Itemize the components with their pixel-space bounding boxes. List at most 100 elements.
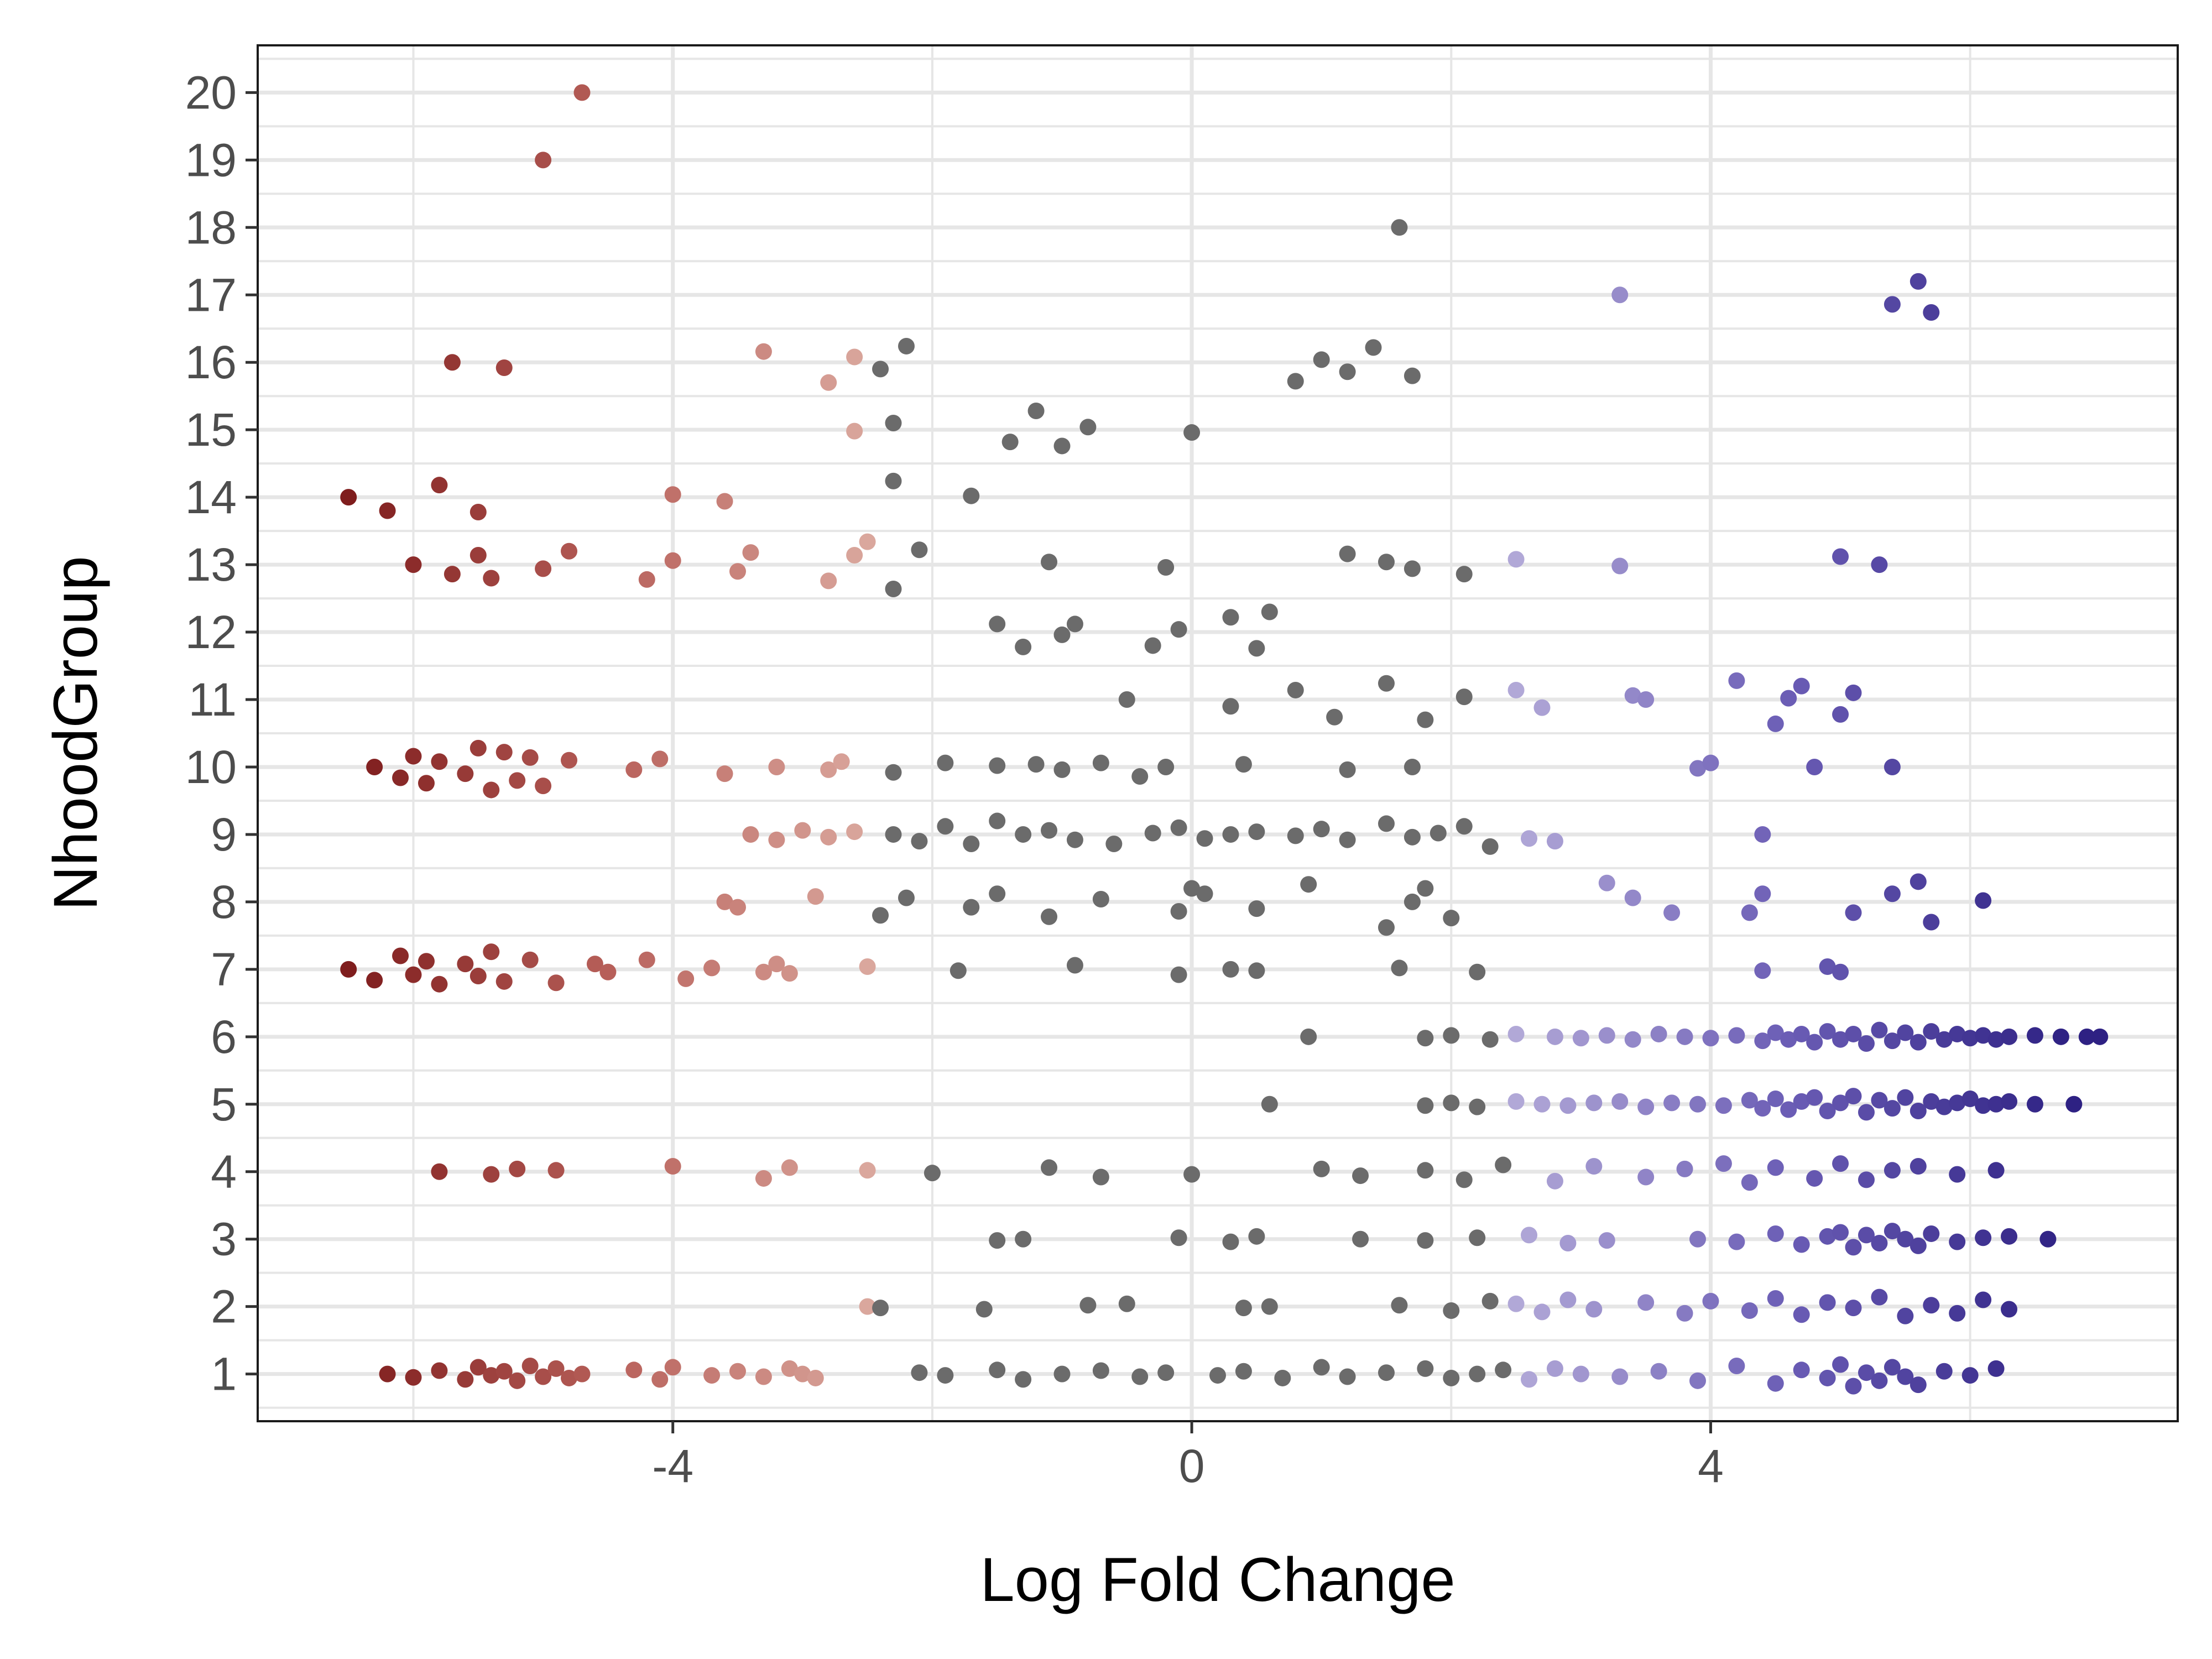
data-point (1313, 821, 1330, 838)
data-point (1546, 1172, 1563, 1190)
data-point (1352, 1230, 1369, 1248)
data-point (1845, 1300, 1862, 1317)
data-point (1676, 1160, 1693, 1177)
data-point (431, 1163, 448, 1180)
data-point (1858, 1035, 1875, 1052)
data-point (2001, 1028, 2018, 1045)
data-point (1987, 1031, 2005, 1048)
data-point (1806, 1089, 1823, 1106)
data-point (963, 899, 980, 916)
data-point (1209, 1367, 1226, 1384)
data-point (2091, 1028, 2109, 1045)
data-point (1949, 1094, 1966, 1112)
data-point (1637, 1168, 1655, 1186)
data-point (1923, 914, 1940, 931)
data-point (1987, 1360, 2005, 1377)
data-point (1404, 367, 1421, 384)
data-point (1015, 1371, 1032, 1388)
data-point (1767, 1159, 1784, 1176)
data-point (1443, 910, 1460, 927)
data-point (521, 951, 539, 968)
data-point (1495, 1361, 1512, 1379)
data-point (1339, 363, 1356, 380)
data-point (1404, 560, 1421, 577)
data-point (781, 1360, 798, 1377)
data-point (1910, 1237, 1927, 1254)
data-point (1170, 902, 1187, 920)
data-point (483, 570, 500, 587)
data-point (937, 1367, 954, 1384)
data-point (664, 486, 681, 503)
data-point (1131, 768, 1149, 785)
data-point (781, 1159, 798, 1176)
data-point (1975, 1291, 1992, 1308)
data-point (846, 422, 863, 440)
data-point (1961, 1030, 1979, 1047)
data-point (1144, 637, 1161, 654)
data-point (1469, 1098, 1486, 1115)
data-point (1702, 754, 1719, 771)
x-axis: -4 0 4 (652, 1421, 1724, 1492)
data-point (1443, 1027, 1460, 1044)
data-point (638, 571, 655, 588)
data-point (1754, 1032, 1771, 1050)
data-point (1871, 1372, 1888, 1389)
data-point (1910, 1034, 1927, 1051)
y-tick-label: 15 (185, 404, 237, 456)
data-point (1793, 1025, 1810, 1042)
data-point (1170, 1229, 1187, 1246)
data-point (1832, 706, 1849, 723)
data-point (469, 503, 487, 520)
data-point (924, 1165, 941, 1182)
data-point (1780, 1031, 1797, 1048)
data-point (1637, 1098, 1655, 1115)
data-point (1105, 836, 1123, 853)
data-point (716, 493, 733, 510)
data-point (1443, 1302, 1460, 1319)
data-point (807, 1369, 824, 1386)
data-point (1092, 1362, 1109, 1379)
data-point (638, 951, 655, 968)
data-point (535, 778, 552, 795)
data-point (444, 566, 461, 583)
data-point (1884, 1223, 1901, 1240)
data-point (1144, 825, 1161, 842)
y-tick-label: 16 (185, 336, 237, 388)
data-point (1274, 1369, 1291, 1386)
data-point (509, 772, 526, 789)
data-point (885, 826, 902, 843)
data-point (898, 337, 915, 354)
data-point (1196, 885, 1213, 902)
data-point (1910, 873, 1927, 890)
data-point (1313, 1160, 1330, 1177)
data-point (1027, 756, 1045, 773)
data-point (1041, 554, 1058, 571)
data-point (1235, 1300, 1252, 1317)
data-point (703, 959, 721, 977)
data-point (898, 889, 915, 906)
data-point (1417, 1360, 1434, 1377)
data-point (1845, 1239, 1862, 1256)
data-point (1728, 672, 1745, 689)
data-point (1819, 1228, 1836, 1245)
data-point (1585, 1301, 1603, 1318)
data-point (664, 552, 681, 569)
data-point (366, 972, 383, 989)
data-point (1507, 551, 1525, 568)
data-point (1741, 904, 1758, 921)
data-point (418, 775, 435, 792)
data-point (1170, 819, 1187, 836)
data-point (2052, 1028, 2069, 1045)
data-point (1793, 1361, 1810, 1379)
data-point (1767, 1375, 1784, 1392)
data-point (1832, 1356, 1849, 1373)
data-point (1481, 1292, 1499, 1310)
data-point (1261, 1095, 1278, 1113)
data-point (651, 1371, 669, 1388)
data-point (703, 1367, 721, 1384)
data-point (716, 765, 733, 782)
data-point (509, 1160, 526, 1177)
data-point (1339, 831, 1356, 848)
data-point (1222, 609, 1239, 626)
